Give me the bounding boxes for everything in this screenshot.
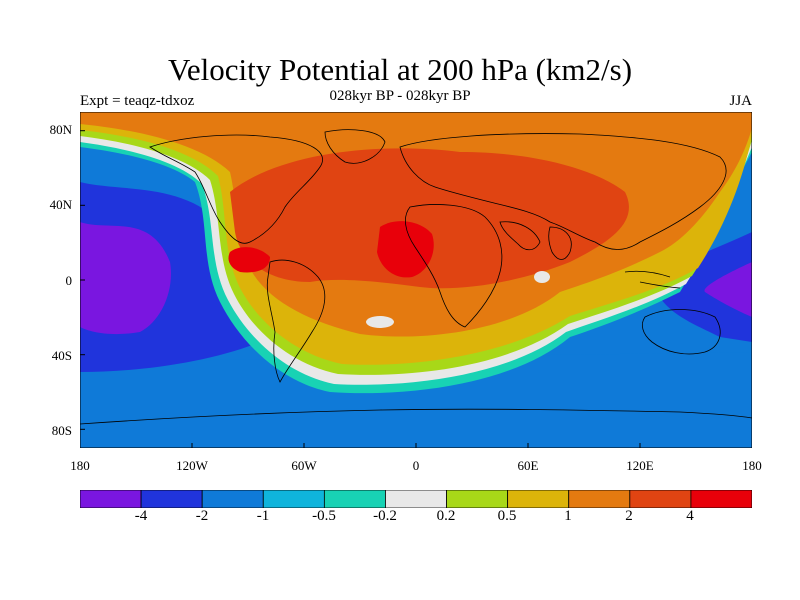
lon-label-180e: 180 <box>742 458 762 473</box>
contour-south-atlantic-spot <box>366 316 394 328</box>
colorbar-label: -4 <box>134 508 148 524</box>
colorbar <box>80 490 752 508</box>
lon-label-60e: 60E <box>517 458 539 473</box>
lat-label-40n: 40N <box>49 197 72 212</box>
colorbar-swatch <box>507 490 570 508</box>
contour-indian-spot <box>534 271 550 283</box>
colorbar-label: 0.2 <box>436 508 456 524</box>
colorbar-label: -1 <box>256 508 270 524</box>
colorbar-swatch <box>201 490 264 508</box>
season-label: JJA <box>729 93 752 109</box>
contour-max-america <box>228 247 270 273</box>
colorbar-swatch <box>385 490 447 508</box>
contour-max-africa <box>377 221 434 278</box>
colorbar-swatch <box>140 490 203 508</box>
lat-label-80s: 80S <box>51 423 72 438</box>
colorbar-swatch <box>568 490 631 508</box>
map-ticks <box>80 130 641 448</box>
velocity-potential-map <box>80 112 752 448</box>
contour-west-pacific <box>650 232 752 342</box>
lat-label-80n: 80N <box>49 122 72 137</box>
map-title: Velocity Potential at 200 hPa (km2/s) <box>167 52 633 87</box>
lon-label-120w: 120W <box>176 458 208 473</box>
contour-pacific-min <box>80 222 171 335</box>
lat-labels: 80N 40N 0 40S 80S <box>0 0 72 600</box>
contour-west-pacific-min <box>704 262 752 317</box>
colorbar-label: -0.5 <box>312 508 336 524</box>
coastlines <box>80 129 752 425</box>
colorbar-label: -0.2 <box>373 508 397 524</box>
colorbar-swatch <box>629 490 692 508</box>
lat-label-0: 0 <box>65 273 73 288</box>
colorbar-label: 2 <box>625 508 633 524</box>
lon-label-60w: 60W <box>291 458 317 473</box>
colorbar-swatch <box>262 490 325 508</box>
colorbar-swatch <box>323 490 386 508</box>
lat-label-40s: 40S <box>51 348 72 363</box>
colorbar-label: 0.5 <box>497 508 517 524</box>
map-subtitle: 028kyr BP - 028kyr BP <box>329 88 471 104</box>
colorbar-swatch <box>690 490 752 508</box>
colorbar-label: 1 <box>564 508 572 524</box>
colorbar-label: -2 <box>195 508 209 524</box>
colorbar-swatch <box>80 490 142 508</box>
contour-band-4 <box>230 148 629 289</box>
colorbar-label: 4 <box>686 508 694 524</box>
contour-south <box>80 352 752 448</box>
lon-label-120e: 120E <box>626 458 654 473</box>
experiment-label: Expt = teaqz-tdxoz <box>80 93 195 109</box>
lon-label-180w: 180 <box>70 458 90 473</box>
lon-label-0: 0 <box>412 458 420 473</box>
colorbar-swatch <box>446 490 509 508</box>
